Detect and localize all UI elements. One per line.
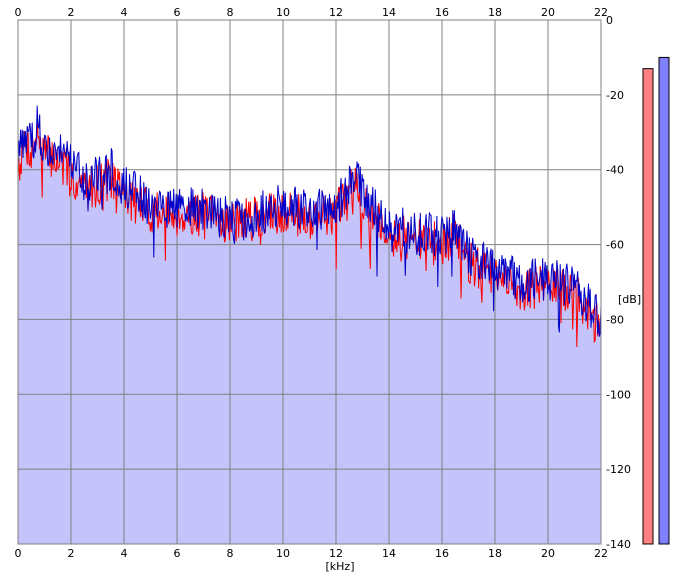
x-tick-label: 0	[15, 547, 22, 560]
x-tick-label: 10	[276, 6, 290, 19]
x-tick-label: 4	[121, 547, 128, 560]
x-tick-label: 12	[329, 6, 343, 19]
y-tick-label: -100	[606, 388, 631, 401]
x-tick-label: 16	[435, 6, 449, 19]
y-tick-label: 0	[606, 14, 613, 27]
x-tick-label: 18	[488, 6, 502, 19]
level-meter-bar	[642, 68, 654, 545]
x-tick-label: 6	[174, 547, 181, 560]
x-tick-label: 8	[227, 547, 234, 560]
x-tick-label: 14	[382, 6, 396, 19]
y-tick-label: -140	[606, 538, 631, 551]
x-axis-label: [kHz]	[326, 560, 355, 573]
x-tick-label: 22	[594, 547, 608, 560]
x-axis-top: 0 2 4 6 8 10 12 14 16 18 20 22	[15, 6, 609, 19]
series-line	[17, 105, 602, 337]
y-tick-label: -80	[606, 313, 624, 326]
x-tick-label: 18	[488, 547, 502, 560]
x-tick-label: 20	[541, 6, 555, 19]
plot-frame	[17, 19, 602, 545]
y-tick-label: -40	[606, 164, 624, 177]
x-tick-label: 22	[594, 6, 608, 19]
x-tick-label: 8	[227, 6, 234, 19]
level-meters	[642, 56, 670, 545]
x-tick-label: 2	[68, 547, 75, 560]
level-meter-bar	[658, 56, 670, 545]
y-axis-label: [dB]	[618, 293, 641, 306]
x-tick-label: 6	[174, 6, 181, 19]
y-tick-label: -120	[606, 463, 631, 476]
x-tick-label: 16	[435, 547, 449, 560]
y-tick-label: -60	[606, 239, 624, 252]
series-lines	[17, 105, 602, 348]
x-tick-label: 10	[276, 547, 290, 560]
x-tick-label: 12	[329, 547, 343, 560]
x-axis-bottom: 0 2 4 6 8 10 12 14 16 18 20 22	[15, 547, 609, 560]
x-tick-label: 2	[68, 6, 75, 19]
x-tick-label: 20	[541, 547, 555, 560]
x-tick-label: 0	[15, 6, 22, 19]
x-tick-label: 4	[121, 6, 128, 19]
y-tick-label: -20	[606, 89, 624, 102]
y-axis: 0 -20 -40 -60 -80 -100 -120 -140	[606, 14, 631, 551]
x-tick-label: 14	[382, 547, 396, 560]
